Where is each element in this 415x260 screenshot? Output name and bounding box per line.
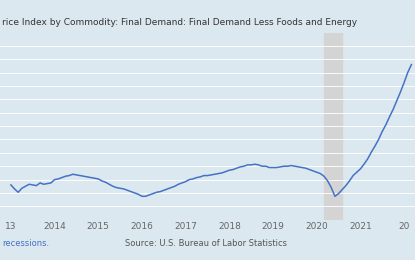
Text: Source: U.S. Bureau of Labor Statistics: Source: U.S. Bureau of Labor Statistics [124,239,286,248]
Text: rice Index by Commodity: Final Demand: Final Demand Less Foods and Energy: rice Index by Commodity: Final Demand: F… [2,18,357,27]
Bar [324,32,342,220]
Text: recessions.: recessions. [2,239,49,248]
